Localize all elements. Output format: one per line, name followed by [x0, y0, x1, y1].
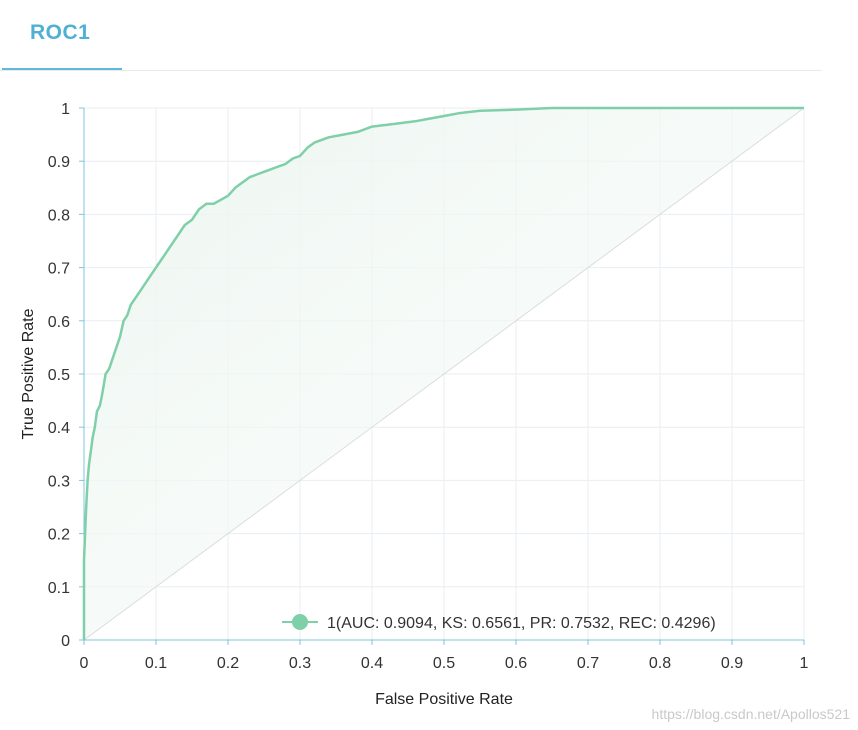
x-tick-label: 0.9 — [721, 655, 743, 672]
x-tick-label: 0.8 — [649, 655, 671, 672]
diagonal-reference-line — [83, 107, 805, 641]
y-tick-label: 0.1 — [48, 580, 70, 597]
y-axis-label: True Positive Rate — [20, 308, 37, 439]
legend-label: 1(AUC: 0.9094, KS: 0.6561, PR: 0.7532, R… — [327, 615, 716, 632]
y-tick-label: 0.5 — [48, 367, 70, 384]
y-tick-label: 0.9 — [48, 154, 70, 171]
roc-curve-series-1[interactable] — [82, 106, 804, 640]
y-tick-label: 0 — [61, 633, 70, 650]
x-tick-label: 0.1 — [145, 655, 167, 672]
tab-roc1[interactable]: ROC1 — [2, 0, 122, 70]
y-tick-label: 0.7 — [48, 261, 70, 278]
tab-bar: ROC1 — [0, 0, 822, 71]
x-tick-label: 0.3 — [289, 655, 311, 672]
watermark: https://blog.csdn.net/Apollos521 — [651, 706, 850, 722]
tab-label: ROC1 — [30, 21, 91, 44]
legend-marker-icon — [292, 614, 308, 630]
y-tick-label: 0.2 — [48, 527, 70, 544]
x-axis-label: False Positive Rate — [375, 691, 513, 708]
y-tick-label: 0.6 — [48, 314, 70, 331]
x-tick-label: 0 — [80, 655, 89, 672]
x-tick-label: 1 — [800, 655, 809, 672]
x-tick-label: 0.5 — [433, 655, 455, 672]
x-axis-ticks: 0 0.1 0.2 0.3 0.4 0.5 0.6 0.7 0.8 0.9 1 — [80, 640, 809, 672]
y-tick-label: 0.4 — [48, 420, 70, 437]
y-tick-label: 1 — [61, 101, 70, 118]
x-tick-label: 0.4 — [361, 655, 383, 672]
x-tick-label: 0.2 — [217, 655, 239, 672]
x-tick-label: 0.6 — [505, 655, 527, 672]
y-tick-label: 0.8 — [48, 207, 70, 224]
x-tick-label: 0.7 — [577, 655, 599, 672]
y-axis-ticks: 0 0.1 0.2 0.3 0.4 0.5 0.6 0.7 0.8 0.9 1 — [48, 101, 84, 650]
legend[interactable]: 1(AUC: 0.9094, KS: 0.6561, PR: 0.7532, R… — [282, 614, 716, 632]
y-tick-label: 0.3 — [48, 473, 70, 490]
